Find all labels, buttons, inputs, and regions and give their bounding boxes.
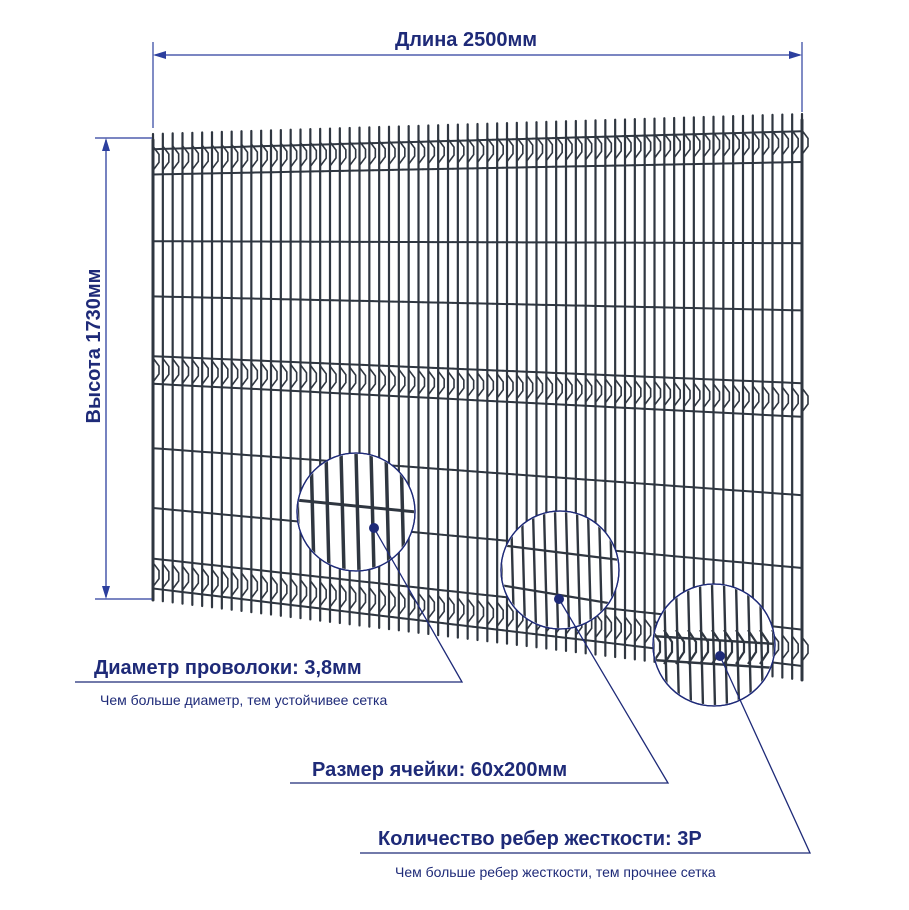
ribs-magnifier	[652, 583, 776, 707]
length-dimension: Длина 2500мм	[152, 29, 803, 128]
cell-size-title: Размер ячейки: 60х200мм	[312, 759, 567, 781]
cell-size-magnifier	[500, 510, 620, 630]
wire-diameter-subtitle: Чем больше диаметр, тем устойчивее сетка	[100, 692, 387, 708]
ribs-count-title: Количество ребер жесткости: 3Р	[378, 828, 702, 850]
wire-diameter-title: Диаметр проволоки: 3,8мм	[94, 657, 362, 679]
height-dimension: Высота 1730мм	[83, 137, 152, 600]
cell-leader	[290, 598, 670, 784]
wire-leader	[75, 527, 464, 683]
length-arrow-left	[153, 51, 166, 59]
height-arrow-bottom	[102, 586, 110, 599]
height-label: Высота 1730мм	[83, 269, 105, 424]
height-arrow-top	[102, 138, 110, 151]
ribs-leader	[360, 655, 812, 854]
length-arrow-right	[789, 51, 802, 59]
ribs-count-subtitle: Чем больше ребер жесткости, тем прочнее …	[395, 864, 716, 880]
wire-diameter-magnifier	[296, 452, 416, 572]
length-label: Длина 2500мм	[395, 29, 537, 51]
